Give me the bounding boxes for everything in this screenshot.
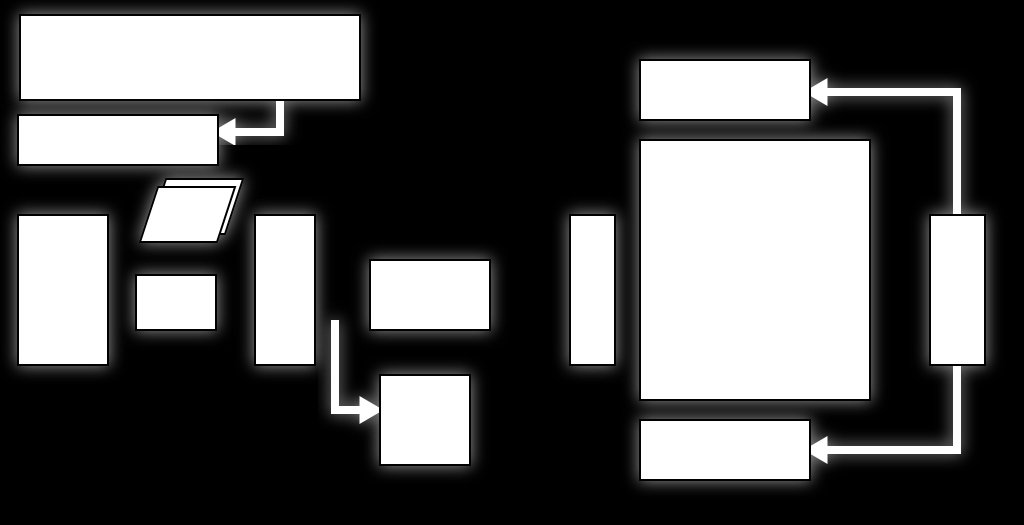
edge-e1 [218, 100, 280, 132]
node-n9 [570, 215, 615, 365]
node-n11 [640, 60, 810, 120]
node-n4 [140, 179, 243, 242]
node-n7 [370, 260, 490, 330]
node-n10 [640, 140, 870, 400]
node-n1 [20, 15, 360, 100]
node-n8 [380, 375, 470, 465]
node-n13 [930, 215, 985, 365]
node-n6 [255, 215, 315, 365]
node-n5 [136, 275, 216, 330]
node-n2 [18, 115, 218, 165]
nodes-layer [18, 15, 985, 480]
flowchart-diagram [0, 0, 1024, 525]
node-n3 [18, 215, 108, 365]
edge-e6b [335, 320, 377, 410]
node-n12 [640, 420, 810, 480]
